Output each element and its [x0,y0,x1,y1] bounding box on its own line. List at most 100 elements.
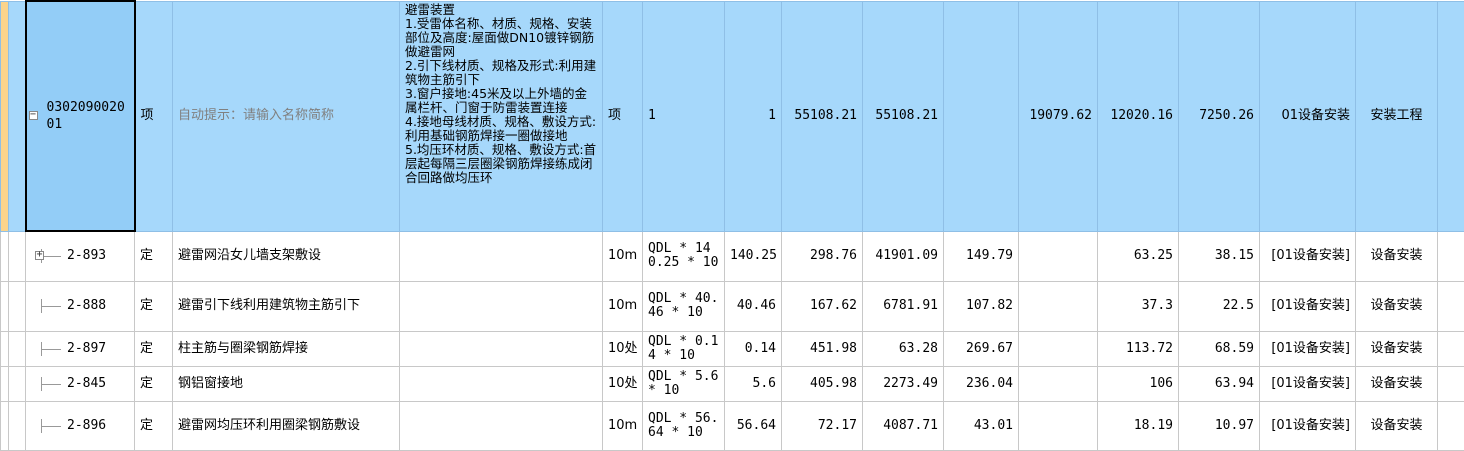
unit-cell[interactable]: 10处 [603,331,643,366]
extra-cell[interactable] [1438,281,1464,331]
category-cell[interactable]: 01设备安装 [1260,1,1356,231]
blank-cell[interactable] [1019,281,1098,331]
total-cell[interactable]: 63.28 [863,331,944,366]
total-cell[interactable]: 6781.91 [863,281,944,331]
material-cell[interactable]: 63.94 [1179,366,1260,401]
major-cell[interactable]: 设备安装 [1356,281,1438,331]
code-cell[interactable]: 2-897 [26,331,135,366]
unit-cell[interactable]: 10m [603,231,643,281]
extra-cell[interactable] [1438,401,1464,450]
type-cell[interactable]: 定 [135,281,173,331]
qty-cell[interactable]: 0.14 [725,331,782,366]
qty-cell[interactable]: 56.64 [725,401,782,450]
code-cell[interactable]: 2-896 [26,401,135,450]
blank-cell[interactable] [1019,331,1098,366]
name-cell[interactable]: 避雷引下线利用建筑物主筋引下 [173,281,400,331]
blank-cell[interactable] [944,1,1019,231]
qty-expr-cell[interactable]: QDL * 5.6 * 10 [643,366,725,401]
total-cell[interactable]: 55108.21 [863,1,944,231]
blank-cell[interactable] [1019,366,1098,401]
major-cell[interactable]: 设备安装 [1356,366,1438,401]
unit-price-cell[interactable]: 298.76 [782,231,863,281]
category-cell[interactable]: [01设备安装] [1260,231,1356,281]
unit-price-cell[interactable]: 451.98 [782,331,863,366]
qty-expr-cell[interactable]: QDL * 40.46 * 10 [643,281,725,331]
qty-expr-cell[interactable]: QDL * 56.64 * 10 [643,401,725,450]
labor-cell[interactable]: 18.19 [1098,401,1179,450]
unit-price-cell[interactable]: 55108.21 [782,1,863,231]
name-hint-cell[interactable]: 自动提示：请输入名称简称 [173,1,400,231]
qty-cell[interactable]: 5.6 [725,366,782,401]
material-cell[interactable]: 10.97 [1179,401,1260,450]
unit-price-cell[interactable]: 72.17 [782,401,863,450]
base-cell[interactable]: 149.79 [944,231,1019,281]
labor-cell[interactable]: 113.72 [1098,331,1179,366]
name-cell[interactable]: 避雷网均压环利用圈梁钢筋敷设 [173,401,400,450]
description-cell[interactable] [400,366,603,401]
labor-cell[interactable]: 19079.62 [1019,1,1098,231]
major-cell[interactable]: 设备安装 [1356,231,1438,281]
blank-cell[interactable] [1019,401,1098,450]
main-row[interactable]: − 030209002001 项 自动提示：请输入名称简称 避雷装置 1.受雷体… [1,1,1464,231]
qty-expr-cell[interactable]: QDL * 140.25 * 10 [643,231,725,281]
base-cell[interactable]: 107.82 [944,281,1019,331]
type-cell[interactable]: 定 [135,331,173,366]
major-cell[interactable]: 设备安装 [1356,401,1438,450]
code-cell[interactable]: +2-893 [26,231,135,281]
description-cell[interactable]: 避雷装置 1.受雷体名称、材质、规格、安装部位及高度:屋面做DN10镀锌钢筋做避… [400,1,603,231]
base-cell[interactable]: 269.67 [944,331,1019,366]
type-cell[interactable]: 项 [135,1,173,231]
category-cell[interactable]: [01设备安装] [1260,331,1356,366]
category-cell[interactable]: [01设备安装] [1260,366,1356,401]
total-cell[interactable]: 2273.49 [863,366,944,401]
labor-cell[interactable]: 63.25 [1098,231,1179,281]
qty-cell[interactable]: 1 [725,1,782,231]
extra-cell[interactable] [1438,1,1464,231]
type-cell[interactable]: 定 [135,401,173,450]
material-cell[interactable]: 12020.16 [1098,1,1179,231]
row-indicator[interactable] [1,401,9,450]
name-cell[interactable]: 柱主筋与圈梁钢筋焊接 [173,331,400,366]
name-cell[interactable]: 钢铝窗接地 [173,366,400,401]
code-cell[interactable]: 2-888 [26,281,135,331]
major-cell[interactable]: 设备安装 [1356,331,1438,366]
type-cell[interactable]: 定 [135,231,173,281]
unit-cell[interactable]: 10处 [603,366,643,401]
extra-cell[interactable] [1438,331,1464,366]
total-cell[interactable]: 41901.09 [863,231,944,281]
row-indicator[interactable] [1,281,9,331]
qty-cell[interactable]: 140.25 [725,231,782,281]
row-indicator[interactable] [1,366,9,401]
description-cell[interactable] [400,231,603,281]
description-cell[interactable] [400,281,603,331]
base-cell[interactable]: 43.01 [944,401,1019,450]
machine-cell[interactable]: 7250.26 [1179,1,1260,231]
qty-expr-cell[interactable]: 1 [643,1,725,231]
expand-icon[interactable]: + [35,251,44,260]
labor-cell[interactable]: 37.3 [1098,281,1179,331]
unit-cell[interactable]: 10m [603,281,643,331]
blank-cell[interactable] [1019,231,1098,281]
material-cell[interactable]: 22.5 [1179,281,1260,331]
row-indicator[interactable] [1,331,9,366]
code-cell[interactable]: − 030209002001 [26,1,135,231]
name-cell[interactable]: 避雷网沿女儿墙支架敷设 [173,231,400,281]
major-cell[interactable]: 安装工程 [1356,1,1438,231]
category-cell[interactable]: [01设备安装] [1260,401,1356,450]
labor-cell[interactable]: 106 [1098,366,1179,401]
row-indicator[interactable] [1,231,9,281]
code-cell[interactable]: 2-845 [26,366,135,401]
unit-price-cell[interactable]: 167.62 [782,281,863,331]
description-cell[interactable] [400,401,603,450]
qty-expr-cell[interactable]: QDL * 0.14 * 10 [643,331,725,366]
qty-cell[interactable]: 40.46 [725,281,782,331]
unit-cell[interactable]: 项 [603,1,643,231]
material-cell[interactable]: 38.15 [1179,231,1260,281]
row-indicator[interactable] [1,1,9,231]
extra-cell[interactable] [1438,366,1464,401]
